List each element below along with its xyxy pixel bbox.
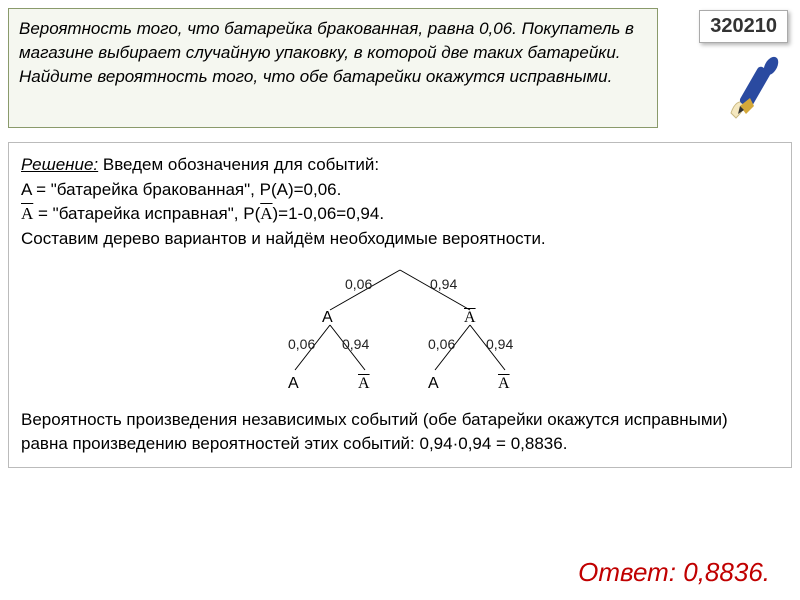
leaf-abar-2: A — [498, 372, 510, 395]
pen-icon — [726, 48, 796, 133]
leaf-a-2: A — [428, 372, 439, 395]
solution-event-a: A = "батарейка бракованная", P(A)=0,06. — [21, 178, 779, 203]
tree-intro: Составим дерево вариантов и найдём необх… — [21, 227, 779, 252]
abar-text-pre: = "батарейка исправная", P( — [33, 204, 260, 223]
prob-6: 0,94 — [486, 334, 513, 354]
a-bar-symbol: A — [21, 204, 33, 223]
probability-tree: 0,06 0,94 A A 0,06 0,94 0,06 0,94 A A A … — [250, 260, 550, 400]
prob-4: 0,94 — [342, 334, 369, 354]
prob-3: 0,06 — [288, 334, 315, 354]
problem-text: Вероятность того, что батарейка бракован… — [19, 19, 634, 86]
node-abar-right: A — [464, 306, 476, 329]
badge-number: 320210 — [699, 10, 788, 43]
problem-statement: Вероятность того, что батарейка бракован… — [8, 8, 658, 128]
solution-conclusion: Вероятность произведения независимых соб… — [21, 408, 779, 457]
solution-intro: Введем обозначения для событий: — [98, 155, 379, 174]
solution-box: Решение: Введем обозначения для событий:… — [8, 142, 792, 468]
leaf-abar-1: A — [358, 372, 370, 395]
solution-line-1: Решение: Введем обозначения для событий: — [21, 153, 779, 178]
solution-title: Решение: — [21, 155, 98, 174]
node-a-left: A — [322, 306, 333, 329]
a-bar-symbol-2: A — [260, 204, 272, 223]
prob-1: 0,06 — [345, 274, 372, 294]
prob-2: 0,94 — [430, 274, 457, 294]
answer-text: Ответ: 0,8836. — [578, 557, 770, 588]
problem-id-badge: 320210 — [699, 10, 788, 43]
solution-event-abar: A = "батарейка исправная", P(A)=1-0,06=0… — [21, 202, 779, 227]
abar-text-post: )=1-0,06=0,94. — [273, 204, 385, 223]
leaf-a-1: A — [288, 372, 299, 395]
prob-5: 0,06 — [428, 334, 455, 354]
